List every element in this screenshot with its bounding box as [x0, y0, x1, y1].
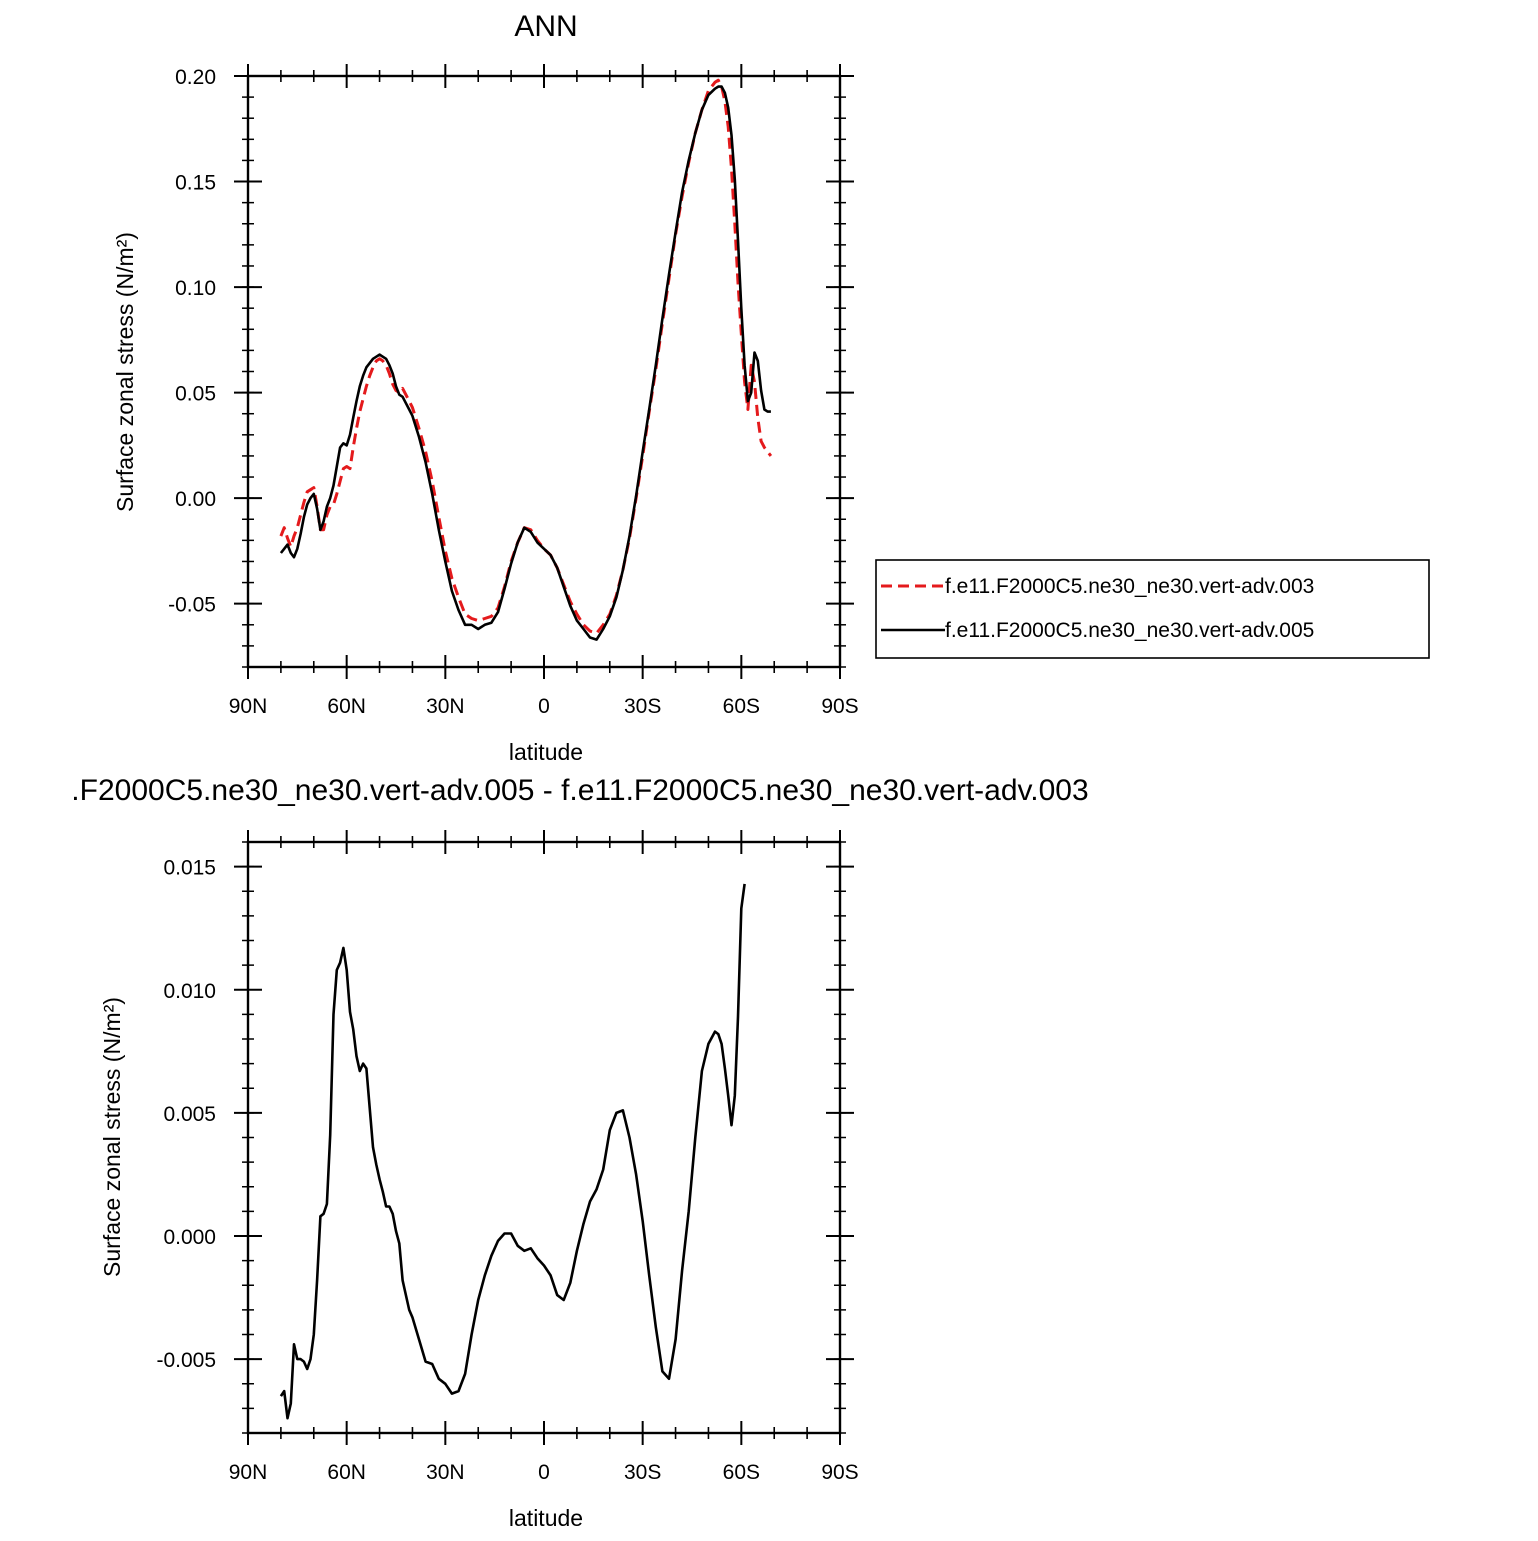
top-x-tick-label: 30N: [426, 695, 465, 718]
top-y-tick-label: -0.05: [168, 594, 216, 617]
top-x-tick-label: 60N: [327, 695, 366, 718]
bottom-x-tick-label: 60S: [723, 1461, 760, 1484]
top-y-tick-label: 0.15: [175, 172, 216, 195]
top-x-tick-label: 60S: [723, 695, 760, 718]
top-x-tick-label: 90S: [821, 695, 858, 718]
bottom-x-tick-label: 30S: [624, 1461, 661, 1484]
top-y-tick-label: 0.20: [175, 66, 216, 89]
bottom-y-tick-label: 0.000: [163, 1226, 216, 1249]
bottom-y-tick-label: -0.005: [156, 1349, 216, 1372]
bottom-x-tick-label: 90N: [229, 1461, 268, 1484]
bottom-y-tick-label: 0.010: [163, 980, 216, 1003]
legend-box: [875, 559, 1430, 659]
top-x-tick-label: 0: [538, 695, 550, 718]
bottom-chart-title: .F2000C5.ne30_ne30.vert-adv.005 - f.e11.…: [71, 774, 1088, 807]
bottom-y-tick-label: 0.015: [163, 857, 216, 880]
bottom-chart-ticks: 90N 60N 30N 0 30S 60S 90S 0.015 0.010 0.005 0.000 -…: [156, 830, 859, 1484]
bottom-series-line-1: [279, 883, 746, 1420]
legend-entry-005: f.e11.F2000C5.ne30_ne30.vert-adv.005: [945, 619, 1314, 642]
bottom-y-tick-label: 0.005: [163, 1103, 216, 1126]
top-x-tick-label: 90N: [229, 695, 268, 718]
top-chart-series: [279, 78, 773, 641]
top-series-line-1: [279, 78, 773, 635]
bottom-x-tick-label: 30N: [426, 1461, 465, 1484]
bottom-chart-panel: .F2000C5.ne30_ne30.vert-adv.005 - f.e11.…: [71, 774, 1088, 1531]
bottom-chart-ylabel: Surface zonal stress (N/m²): [99, 997, 125, 1277]
top-y-tick-label: 0.05: [175, 383, 216, 406]
top-chart-plot-frame: [246, 74, 842, 669]
top-chart-panel: ANN 90N 60N 30N 0 30S 60S 90S 0.20 0.15 0.10 0.05 0…: [112, 10, 1430, 765]
legend-entry-003: f.e11.F2000C5.ne30_ne30.vert-adv.003: [945, 575, 1314, 598]
bottom-x-tick-label: 60N: [327, 1461, 366, 1484]
bottom-chart-xlabel: latitude: [509, 1505, 583, 1531]
top-x-tick-label: 30S: [624, 695, 661, 718]
top-y-tick-label: 0.00: [175, 488, 216, 511]
bottom-chart-series: [279, 883, 746, 1420]
bottom-chart-plot-frame: [246, 840, 842, 1435]
bottom-x-tick-label: 90S: [821, 1461, 858, 1484]
top-series-line-2: [279, 85, 771, 641]
top-y-tick-label: 0.10: [175, 277, 216, 300]
top-chart-ylabel: Surface zonal stress (N/m²): [112, 232, 138, 512]
top-chart-legend: f.e11.F2000C5.ne30_ne30.vert-adv.003 f.e…: [875, 559, 1430, 659]
top-chart-title: ANN: [514, 10, 577, 43]
top-chart-xlabel: latitude: [509, 739, 583, 765]
bottom-x-tick-label: 0: [538, 1461, 550, 1484]
